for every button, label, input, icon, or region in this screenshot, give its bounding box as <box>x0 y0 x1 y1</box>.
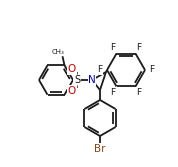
Text: F: F <box>110 88 116 97</box>
Text: Br: Br <box>94 144 106 154</box>
Text: CH₃: CH₃ <box>52 49 65 55</box>
Text: F: F <box>110 43 116 52</box>
Text: F: F <box>137 88 142 97</box>
Text: S: S <box>74 75 80 85</box>
Text: N: N <box>88 75 96 85</box>
Text: F: F <box>97 65 103 74</box>
Text: F: F <box>150 65 155 74</box>
Text: F: F <box>137 43 142 52</box>
Text: O: O <box>68 86 76 96</box>
Text: O: O <box>68 64 76 74</box>
